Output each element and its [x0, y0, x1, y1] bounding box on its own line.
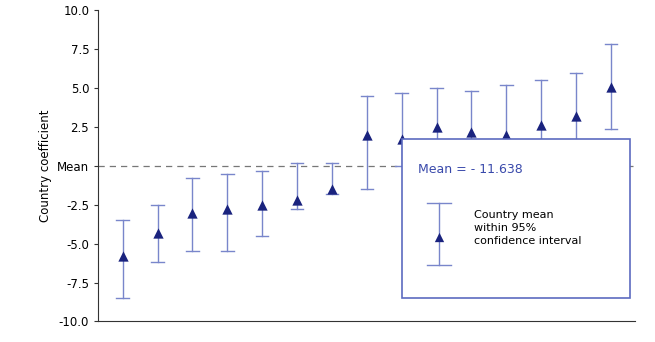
Point	[257, 202, 267, 208]
Point	[396, 137, 407, 142]
FancyBboxPatch shape	[402, 140, 630, 298]
Point	[466, 129, 477, 134]
Text: Mean = - 11.638: Mean = - 11.638	[418, 163, 523, 176]
Y-axis label: Country coefficient: Country coefficient	[39, 110, 52, 222]
Point	[105, 159, 115, 165]
Point	[153, 230, 163, 236]
Point	[362, 132, 372, 137]
Point	[606, 84, 616, 89]
Point	[501, 132, 512, 137]
Point	[292, 197, 303, 203]
Point	[117, 253, 128, 259]
Point	[536, 123, 546, 128]
Text: Country mean
within 95%
confidence interval: Country mean within 95% confidence inter…	[474, 210, 582, 246]
Point	[571, 113, 581, 119]
Point	[187, 210, 198, 215]
Point	[431, 124, 441, 130]
Point	[327, 186, 337, 192]
Point	[222, 207, 233, 212]
